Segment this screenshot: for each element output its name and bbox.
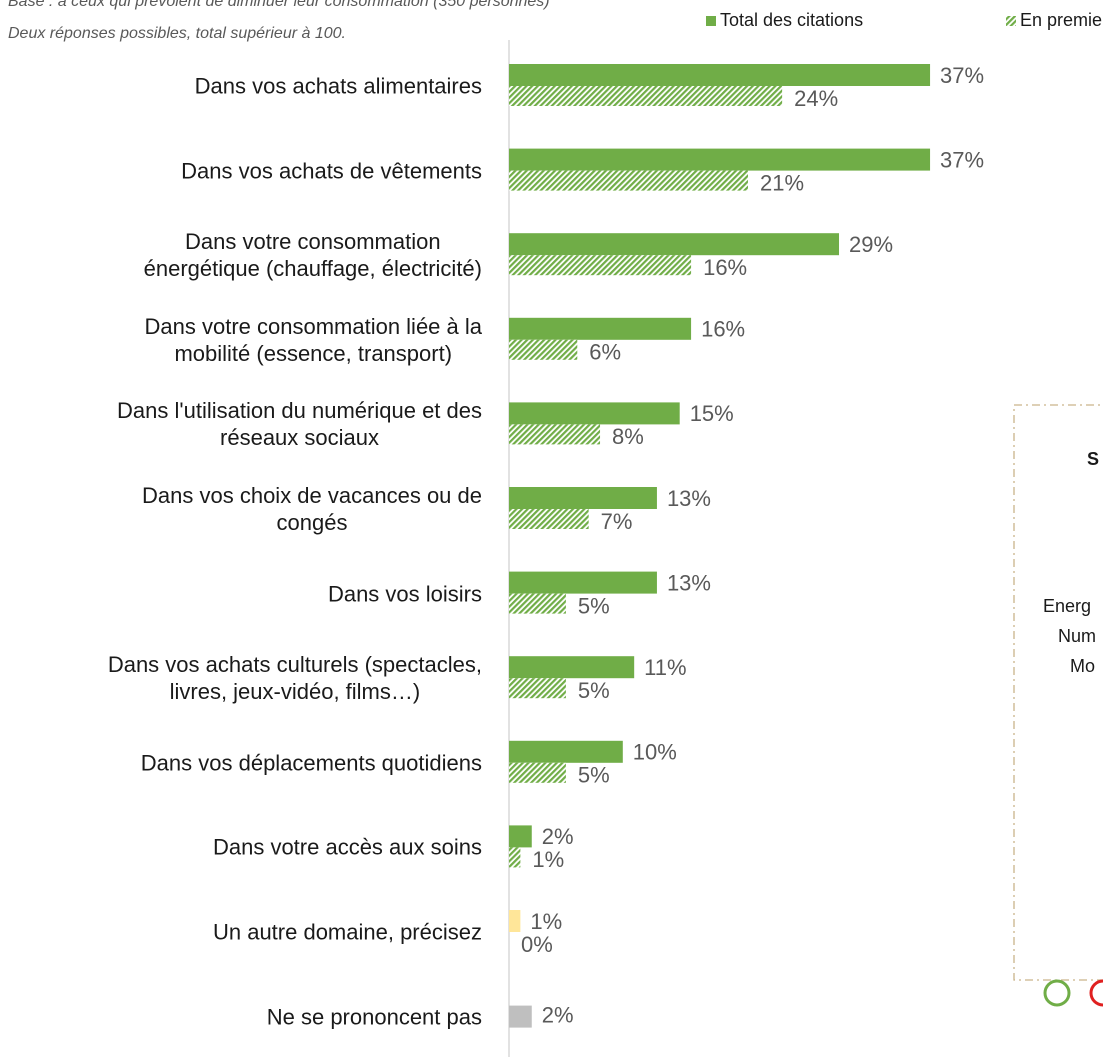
- value-label: 8%: [612, 424, 644, 449]
- side-panel: [1013, 404, 1103, 981]
- category-label: Un autre domaine, précisez: [212, 919, 482, 945]
- side-item: Num: [1058, 626, 1096, 646]
- category-label: Dans votre consommation liée à la mobili…: [144, 313, 483, 366]
- side-item: Mo: [1070, 656, 1095, 676]
- value-label: 6%: [589, 340, 621, 365]
- value-label: 37%: [940, 63, 984, 88]
- legend-label: Total des citations: [720, 10, 863, 30]
- category-label: Dans vos achats culturels (spectacles, l…: [107, 652, 482, 705]
- bar: [509, 740, 623, 763]
- bar: [509, 487, 657, 509]
- bar: [509, 847, 521, 868]
- category-label: Dans vos choix de vacances ou de congés: [142, 483, 482, 535]
- legend-label: En premier: [1020, 10, 1103, 30]
- bar: [509, 509, 589, 529]
- legend-swatch: [706, 16, 716, 26]
- category-label: Dans vos loisirs: [327, 581, 482, 607]
- value-label: 2%: [542, 1002, 574, 1027]
- bar: [509, 1005, 532, 1028]
- bar: [509, 233, 840, 256]
- bar: [509, 86, 783, 106]
- category-label: Ne se prononcent pas: [266, 1004, 482, 1030]
- value-label: 24%: [794, 86, 838, 111]
- bar: [509, 255, 692, 276]
- category-label: Dans vos déplacements quotidiens: [140, 750, 482, 776]
- category-label: Dans l'utilisation du numérique et des r…: [117, 398, 482, 451]
- value-label: 1%: [532, 847, 564, 872]
- value-label: 21%: [760, 170, 804, 195]
- value-label: 5%: [578, 763, 610, 788]
- bar: [509, 593, 566, 614]
- value-label: 15%: [690, 401, 734, 426]
- category-label: Dans vos achats de vêtements: [181, 158, 482, 184]
- value-label: 1%: [530, 909, 562, 934]
- bar: [509, 825, 532, 848]
- value-label: 0%: [521, 932, 553, 957]
- value-label: 16%: [703, 255, 747, 280]
- value-label: 10%: [633, 740, 677, 765]
- bar: [509, 656, 635, 679]
- bar: [509, 762, 566, 783]
- value-label: 7%: [601, 509, 633, 534]
- legend-swatch: [1006, 16, 1016, 26]
- side-item: Energ: [1043, 596, 1091, 616]
- bar: [509, 317, 692, 340]
- value-label: 5%: [578, 593, 610, 618]
- value-label: 16%: [701, 317, 745, 342]
- value-label: 5%: [578, 678, 610, 703]
- value-label: 29%: [849, 232, 893, 257]
- category-label: Dans votre accès aux soins: [212, 834, 482, 860]
- value-label: 11%: [644, 655, 686, 680]
- bar: [509, 170, 748, 191]
- bar: [509, 148, 931, 171]
- circle-icon: [1089, 979, 1103, 1007]
- bar: [509, 910, 521, 932]
- side-title: S: [1087, 449, 1099, 469]
- value-label: 13%: [667, 570, 711, 595]
- value-label: 37%: [940, 147, 984, 172]
- note: Deux réponses possibles, total supérieur…: [8, 25, 346, 42]
- bar: [509, 571, 657, 594]
- value-label: 13%: [667, 486, 711, 511]
- subtitle: Base : à ceux qui prévoient de diminuer …: [8, 0, 550, 10]
- category-label: Dans votre consommation énergétique (cha…: [143, 229, 482, 282]
- bar: [509, 64, 931, 86]
- bar: [509, 402, 680, 425]
- bar: [509, 424, 601, 445]
- bar: [509, 339, 578, 360]
- circle-icon: [1043, 979, 1071, 1007]
- category-label: Dans vos achats alimentaires: [194, 73, 482, 99]
- bar: [509, 678, 566, 699]
- value-label: 2%: [542, 824, 574, 849]
